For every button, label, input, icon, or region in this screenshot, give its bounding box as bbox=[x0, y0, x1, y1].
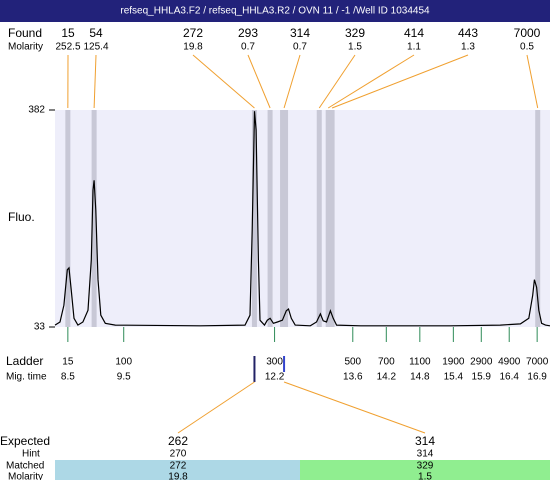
peak-connector bbox=[526, 54, 539, 109]
ladder-mig-time: 14.2 bbox=[377, 372, 397, 383]
peak-band bbox=[316, 110, 322, 327]
plot-area bbox=[55, 110, 550, 327]
ladder-mig-time: 12.2 bbox=[265, 372, 285, 383]
matched-value: 329 bbox=[417, 461, 434, 472]
expected-connector bbox=[283, 381, 426, 434]
found-size: 443 bbox=[458, 26, 478, 40]
ladder-size: 4900 bbox=[498, 357, 521, 368]
found-molarity: 0.5 bbox=[520, 42, 534, 53]
ladder-mig-time: 13.6 bbox=[343, 372, 363, 383]
ladder-mig-time: 15.9 bbox=[472, 372, 492, 383]
peak-connector bbox=[318, 54, 356, 109]
title-bar bbox=[0, 0, 550, 22]
ladder-mig-time: 16.9 bbox=[527, 372, 547, 383]
ladder-mig-time: 8.5 bbox=[61, 372, 75, 383]
mig-time-label: Mig. time bbox=[6, 372, 47, 383]
ladder-mig-time: 9.5 bbox=[117, 372, 131, 383]
matched-value: 272 bbox=[170, 461, 187, 472]
found-molarity: 252.5 bbox=[55, 42, 80, 53]
peak-band bbox=[329, 110, 335, 327]
found-size: 414 bbox=[404, 26, 424, 40]
expected-value: 314 bbox=[415, 434, 435, 448]
ladder-size: 1900 bbox=[442, 357, 465, 368]
found-molarity: 19.8 bbox=[183, 42, 203, 53]
y-tick-label: 33 bbox=[34, 322, 46, 333]
ladder-size: 2900 bbox=[470, 357, 493, 368]
found-size: 314 bbox=[290, 26, 310, 40]
expected-connector bbox=[177, 381, 255, 434]
hint-value: 314 bbox=[417, 449, 434, 460]
peak-connector bbox=[283, 54, 301, 109]
ladder-size: 1100 bbox=[409, 357, 431, 368]
found-label: Found bbox=[8, 26, 42, 40]
found-molarity: 0.7 bbox=[241, 42, 255, 53]
ladder-size: 300 bbox=[266, 357, 283, 368]
matched-band bbox=[55, 460, 300, 480]
found-size: 15 bbox=[61, 26, 75, 40]
ladder-size: 15 bbox=[62, 357, 74, 368]
molarity-value: 19.8 bbox=[168, 472, 188, 480]
molarity-value: 1.5 bbox=[418, 472, 432, 480]
found-size: 54 bbox=[89, 26, 103, 40]
ladder-mig-time: 15.4 bbox=[444, 372, 464, 383]
found-molarity: 125.4 bbox=[83, 42, 108, 53]
peak-connector bbox=[247, 54, 271, 109]
found-molarity: 1.1 bbox=[407, 42, 421, 53]
found-size: 7000 bbox=[514, 26, 541, 40]
ladder-mig-time: 14.8 bbox=[410, 372, 430, 383]
hint-label: Hint bbox=[22, 449, 40, 460]
peak-band bbox=[280, 110, 289, 327]
molarity-label: Molarity bbox=[8, 472, 43, 480]
y-axis-label: Fluo. bbox=[8, 210, 35, 224]
y-tick-label: 382 bbox=[28, 105, 45, 116]
peak-connector bbox=[327, 54, 415, 109]
found-size: 293 bbox=[238, 26, 258, 40]
ladder-label: Ladder bbox=[6, 354, 43, 368]
found-size: 272 bbox=[183, 26, 203, 40]
found-molarity: 1.3 bbox=[461, 42, 475, 53]
found-size: 329 bbox=[345, 26, 365, 40]
peak-connector bbox=[93, 54, 97, 109]
peak-band bbox=[267, 110, 273, 327]
ladder-size: 700 bbox=[378, 357, 395, 368]
peak-band bbox=[251, 110, 257, 327]
found-molarity: 0.7 bbox=[293, 42, 307, 53]
peak-band bbox=[91, 110, 97, 327]
peak-band bbox=[535, 110, 541, 327]
matched-band bbox=[300, 460, 550, 480]
ladder-size: 100 bbox=[115, 357, 132, 368]
found-molarity-label: Molarity bbox=[8, 42, 43, 53]
trace bbox=[54, 111, 550, 327]
title: refseq_HHLA3.F2 / refseq_HHLA3.R2 / OVN … bbox=[120, 6, 430, 17]
expected-label: Expected bbox=[0, 434, 50, 448]
peak-band bbox=[325, 110, 331, 327]
matched-label: Matched bbox=[6, 461, 44, 472]
hint-value: 270 bbox=[170, 449, 187, 460]
ladder-size: 500 bbox=[344, 357, 361, 368]
peak-connector bbox=[192, 54, 255, 109]
found-molarity: 1.5 bbox=[348, 42, 362, 53]
ladder-size: 7000 bbox=[526, 357, 549, 368]
ladder-mig-time: 16.4 bbox=[499, 372, 519, 383]
peak-connector bbox=[331, 54, 469, 109]
peak-band bbox=[65, 110, 71, 327]
expected-value: 262 bbox=[168, 434, 188, 448]
